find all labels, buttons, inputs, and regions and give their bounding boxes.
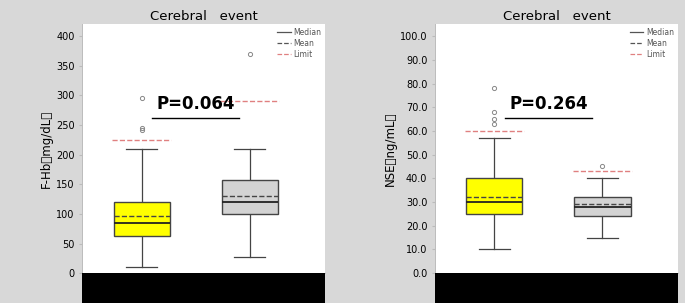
Text: No: No: [483, 288, 503, 303]
Legend: Median, Mean, Limit: Median, Mean, Limit: [277, 28, 322, 59]
Bar: [222, 179, 278, 214]
Bar: [114, 202, 170, 236]
Y-axis label: F-Hb（mg/dL）: F-Hb（mg/dL）: [40, 110, 53, 188]
Text: No: No: [175, 288, 195, 303]
Title: Cerebral   event: Cerebral event: [150, 10, 258, 23]
Bar: [574, 197, 631, 216]
Text: Yes: Yes: [282, 288, 307, 303]
Y-axis label: NSE（ng/mL）: NSE（ng/mL）: [384, 112, 397, 186]
Title: Cerebral   event: Cerebral event: [503, 10, 610, 23]
Text: Yes: Yes: [590, 288, 615, 303]
Legend: Median, Mean, Limit: Median, Mean, Limit: [630, 28, 674, 59]
Text: P=0.064: P=0.064: [156, 95, 235, 113]
Text: P=0.264: P=0.264: [509, 95, 588, 113]
Bar: [466, 178, 523, 214]
